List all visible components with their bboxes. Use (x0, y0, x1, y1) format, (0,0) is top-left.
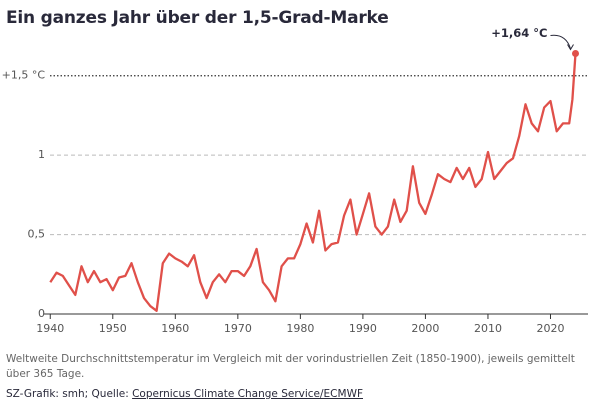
y-tick-label: 0 (38, 307, 45, 320)
end-point (571, 49, 579, 57)
x-tick-label: 1960 (161, 322, 189, 335)
x-tick-label: 2000 (411, 322, 439, 335)
x-tick-label: 2010 (474, 322, 502, 335)
arrow-head (567, 44, 574, 51)
x-tick-label: 1950 (99, 322, 127, 335)
x-tick-label: 1970 (224, 322, 252, 335)
source-prefix: SZ-Grafik: smh; Quelle: (6, 388, 129, 400)
annotation-arrow (550, 34, 571, 49)
y-tick-label: 0,5 (28, 228, 46, 241)
chart: 0 0,5 1 +1,5 °C 1940 1950 1960 1970 1980 1990 2000… (2, 26, 588, 335)
series-line (49, 53, 577, 312)
annotation: +1,64 °C (491, 26, 547, 40)
source: SZ-Grafik: smh; Quelle: Copernicus Clima… (6, 388, 363, 400)
x-tick-label: 1990 (349, 322, 377, 335)
caption: Weltweite Durchschnittstemperatur im Ver… (6, 353, 575, 380)
x-tick-label: 2020 (536, 322, 564, 335)
source-link[interactable]: Copernicus Climate Change Service/ECMWF (132, 388, 363, 400)
chart-title: Ein ganzes Jahr über der 1,5-Grad-Marke (6, 8, 389, 28)
x-tick-label: 1940 (36, 322, 64, 335)
y-tick-label: +1,5 °C (2, 69, 46, 82)
x-tick-label: 1980 (286, 322, 314, 335)
y-tick-label: 1 (38, 148, 45, 161)
